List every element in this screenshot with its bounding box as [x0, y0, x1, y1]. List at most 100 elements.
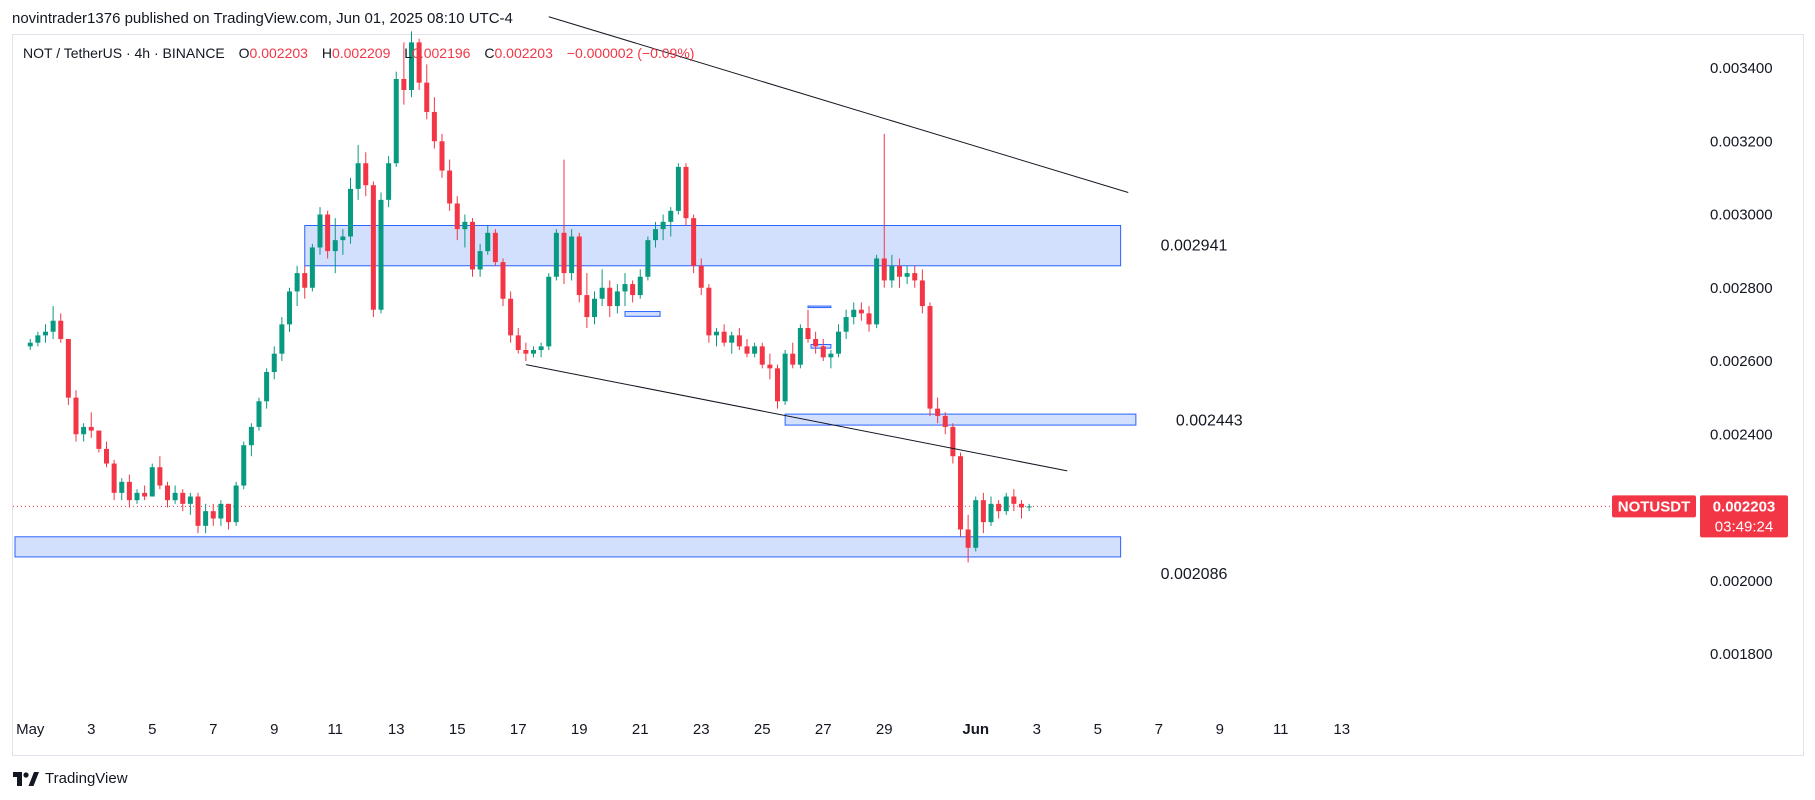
- candle-body: [897, 265, 902, 277]
- candle-body: [935, 408, 941, 416]
- candle-body: [980, 500, 986, 523]
- candle-body: [714, 331, 719, 336]
- candle-body: [96, 430, 102, 449]
- candle-body: [912, 273, 918, 281]
- candle-body: [645, 240, 651, 277]
- open-value: 0.002203: [249, 45, 308, 61]
- candle-body: [538, 346, 544, 351]
- candle-body: [614, 291, 620, 307]
- zone-rectangle: [14, 536, 1122, 558]
- candle-body: [797, 328, 803, 365]
- candle-body: [1003, 496, 1009, 512]
- candle-body: [1011, 496, 1017, 504]
- candle-body: [65, 339, 71, 398]
- candle-body: [599, 287, 605, 299]
- candle-body: [416, 42, 422, 83]
- candle-body: [134, 492, 140, 501]
- tradingview-wordmark: TradingView: [45, 770, 128, 787]
- candle-body: [752, 346, 758, 354]
- small-zone-rectangle: [624, 311, 661, 317]
- candle-body: [332, 240, 338, 252]
- x-tick-label: 15: [449, 721, 466, 738]
- tradingview-branding[interactable]: TradingView: [13, 770, 128, 787]
- candle-body: [386, 163, 392, 200]
- trendline: [548, 16, 1129, 194]
- x-tick-label: 13: [388, 721, 405, 738]
- candle-body: [447, 170, 453, 204]
- x-tick-label: 29: [876, 721, 893, 738]
- candle-body: [210, 511, 216, 519]
- trendline: [525, 364, 1068, 472]
- candle-body: [744, 346, 750, 354]
- x-tick-label: 5: [148, 721, 156, 738]
- high-value: 0.002209: [331, 45, 391, 61]
- candle-body: [965, 529, 971, 548]
- candle-body: [104, 448, 109, 464]
- candle-body: [813, 339, 819, 347]
- candle-body: [569, 236, 575, 274]
- candle-body: [317, 214, 323, 248]
- candle-body: [401, 78, 407, 90]
- high-label: H: [321, 45, 332, 61]
- zone-price-label: 0.002443: [1176, 413, 1243, 430]
- candle-body: [218, 503, 224, 519]
- price-tag-value-box: [1700, 495, 1788, 538]
- open-label: O: [238, 45, 250, 61]
- candle-body: [973, 500, 979, 548]
- zone-price-label: 0.002941: [1161, 238, 1228, 255]
- y-tick-label: 0.002400: [1710, 426, 1773, 443]
- candle-body: [302, 273, 308, 288]
- candle-body: [1019, 503, 1024, 508]
- candle-body: [820, 346, 826, 358]
- y-tick-label: 0.003400: [1710, 60, 1773, 77]
- y-tick-label: 0.003200: [1710, 133, 1773, 150]
- candle-body: [492, 232, 498, 263]
- y-tick-label: 0.003000: [1710, 207, 1773, 224]
- low-label: L: [404, 45, 413, 61]
- candle-body: [790, 353, 796, 365]
- candle-body: [248, 426, 254, 446]
- candle-body: [439, 141, 445, 171]
- candle-body: [958, 456, 963, 530]
- candle-body: [233, 485, 239, 523]
- candle-body: [187, 496, 193, 504]
- symbol-label[interactable]: NOT / TetherUS · 4h · BINANCE: [23, 45, 225, 61]
- candle-body: [515, 335, 521, 351]
- candle-body: [660, 221, 666, 230]
- candle-body: [782, 353, 788, 402]
- candle-body: [683, 166, 689, 219]
- candle-body: [736, 335, 742, 347]
- candle-body: [462, 221, 468, 230]
- y-tick-label: 0.002800: [1710, 280, 1773, 297]
- candle-body: [271, 353, 277, 372]
- x-tick-label: 3: [87, 721, 95, 738]
- price-tag-symbol-box: [1612, 495, 1696, 518]
- candle-body: [88, 426, 94, 431]
- x-tick-label: 17: [510, 721, 527, 738]
- candle-body: [393, 78, 399, 164]
- candle-body: [843, 317, 849, 332]
- candle-body: [759, 346, 765, 365]
- candle-body: [828, 353, 834, 358]
- x-tick-label: 11: [327, 721, 343, 738]
- candle-body: [919, 280, 925, 307]
- candle-body: [1026, 506, 1032, 508]
- chart-pane[interactable]: [12, 34, 1804, 756]
- candle-body: [180, 492, 186, 504]
- candle-body: [431, 111, 437, 142]
- price-tag-countdown: 03:49:24: [1715, 518, 1773, 535]
- candle-body: [531, 350, 536, 354]
- candle-body: [584, 295, 590, 318]
- publish-info: novintrader1376 published on TradingView…: [12, 10, 513, 27]
- candle-body: [675, 166, 681, 211]
- candle-body: [73, 397, 79, 435]
- x-tick-label: 11: [1273, 721, 1289, 738]
- candle-body: [996, 503, 1002, 512]
- y-tick-label: 0.001800: [1710, 646, 1773, 663]
- small-zone-rectangle: [807, 305, 832, 309]
- x-tick-label: 25: [754, 721, 771, 738]
- candle-body: [424, 82, 430, 112]
- candle-body: [668, 210, 674, 222]
- candle-body: [851, 309, 857, 318]
